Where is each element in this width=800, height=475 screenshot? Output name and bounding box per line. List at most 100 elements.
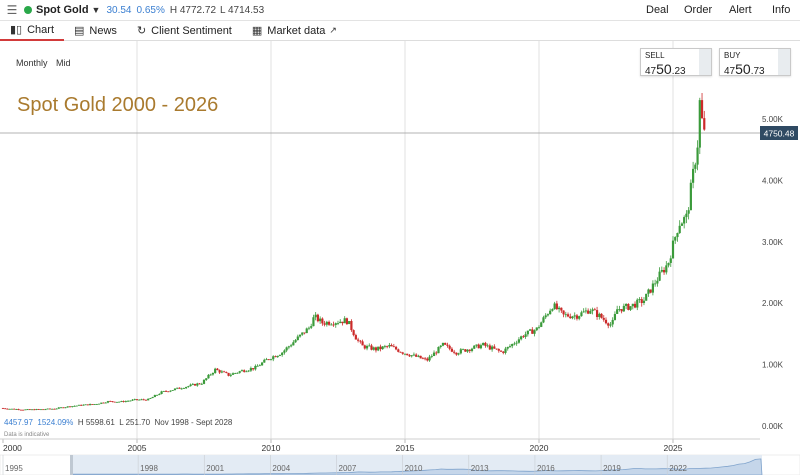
candle-body bbox=[537, 326, 541, 328]
candle-body bbox=[397, 349, 400, 352]
candle-body bbox=[113, 401, 116, 403]
navigator-selection[interactable] bbox=[72, 455, 762, 475]
tab-news[interactable]: ▤ News bbox=[64, 21, 127, 41]
buy-quote[interactable]: BUY 4750.73 bbox=[719, 48, 791, 77]
candlestick-icon: ▮▯ bbox=[10, 24, 23, 36]
navigator-tick-label: 2013 bbox=[471, 464, 489, 473]
candle-body bbox=[363, 345, 366, 349]
candle-body bbox=[591, 309, 594, 312]
x-gridlines bbox=[136, 41, 674, 439]
candle-body bbox=[272, 356, 275, 360]
candle-body bbox=[269, 359, 273, 361]
candle-body bbox=[53, 408, 56, 410]
candle-body bbox=[44, 409, 47, 411]
candle-body bbox=[162, 391, 165, 392]
candle-body bbox=[587, 310, 590, 314]
interval-selector[interactable]: Monthly bbox=[16, 58, 48, 68]
candle-body bbox=[216, 368, 219, 371]
candle-body bbox=[441, 342, 445, 346]
candle-body bbox=[135, 399, 139, 400]
candle-body bbox=[62, 407, 65, 409]
candle-body bbox=[225, 372, 228, 373]
nav-info[interactable]: Info bbox=[772, 4, 791, 16]
hamburger-icon[interactable]: ☰ bbox=[6, 3, 18, 17]
candle-body bbox=[602, 317, 605, 320]
candle-body bbox=[91, 404, 94, 405]
day-low: L 4714.53 bbox=[220, 4, 265, 16]
chevron-down-icon[interactable]: ▼ bbox=[91, 5, 101, 15]
candle-body bbox=[93, 404, 96, 406]
candle-body bbox=[173, 388, 177, 391]
tab-chart[interactable]: ▮▯ Chart bbox=[0, 21, 65, 41]
candle-body bbox=[403, 353, 407, 355]
candle-body bbox=[82, 404, 85, 406]
candle-body bbox=[669, 258, 672, 263]
nav-order[interactable]: Order bbox=[684, 4, 713, 16]
candle-body bbox=[394, 346, 398, 350]
candle-body bbox=[59, 407, 63, 409]
candle-body bbox=[236, 372, 239, 374]
candle-body bbox=[517, 339, 520, 343]
candle-body bbox=[334, 323, 337, 325]
candle-body bbox=[365, 345, 369, 349]
candle-body bbox=[598, 313, 601, 317]
candle-body bbox=[33, 409, 36, 411]
candle-body bbox=[651, 283, 654, 293]
candle-body bbox=[544, 315, 547, 318]
candle-body bbox=[636, 299, 639, 308]
tab-market-data[interactable]: ▦ Market data ↗ bbox=[242, 21, 347, 41]
navigator-tick-label: 1998 bbox=[140, 464, 158, 473]
candle-body bbox=[260, 362, 264, 366]
candle-body bbox=[696, 147, 699, 165]
price-change: 30.54 bbox=[106, 4, 132, 16]
candle-body bbox=[419, 355, 422, 359]
candle-body bbox=[613, 313, 617, 320]
candle-body bbox=[446, 344, 449, 346]
candle-body bbox=[611, 319, 614, 325]
instrument-name[interactable]: Spot Gold bbox=[36, 4, 89, 16]
candle-body bbox=[243, 370, 246, 372]
navigator-handle-left[interactable] bbox=[70, 455, 73, 475]
navigator[interactable]: 1995 1998 2001 2004 2007 2010 2013 2016 2019 2022 bbox=[0, 454, 800, 475]
tab-label: Client Sentiment bbox=[151, 24, 232, 37]
candle-body bbox=[520, 336, 523, 340]
chart-title: Spot Gold 2000 - 2026 bbox=[17, 94, 219, 116]
candle-body bbox=[680, 223, 684, 226]
candle-body bbox=[448, 345, 451, 349]
candle-body bbox=[218, 370, 221, 373]
candle-body bbox=[296, 336, 299, 341]
sell-quote[interactable]: SELL 4750.23 bbox=[640, 48, 712, 77]
candle-body bbox=[622, 305, 625, 312]
candle-body bbox=[196, 383, 199, 386]
candle-body bbox=[278, 355, 282, 356]
candle-body bbox=[310, 326, 313, 328]
candle-body bbox=[645, 293, 648, 301]
candle-body bbox=[640, 299, 643, 304]
candle-body bbox=[368, 345, 371, 347]
candle-body bbox=[589, 311, 592, 314]
candle-body bbox=[348, 321, 351, 325]
tab-bar: ▮▯ Chart ▤ News ↻ Client Sentiment ▦ Mar… bbox=[0, 21, 800, 41]
buy-label: BUY bbox=[724, 51, 741, 60]
y-tick-label: 1.00K bbox=[762, 361, 784, 370]
candle-body bbox=[703, 118, 706, 130]
y-axis: 0.00K 1.00K 2.00K 3.00K 4.00K 5.00K bbox=[762, 115, 784, 431]
candle-body bbox=[444, 342, 447, 345]
candle-body bbox=[506, 346, 509, 349]
candle-body bbox=[388, 344, 391, 347]
price-type-selector[interactable]: Mid bbox=[56, 58, 71, 68]
sell-price: 4750.23 bbox=[645, 61, 686, 77]
candle-body bbox=[354, 335, 357, 340]
candle-body bbox=[4, 408, 7, 410]
tab-client-sentiment[interactable]: ↻ Client Sentiment bbox=[127, 21, 242, 41]
buy-side-bar bbox=[778, 49, 790, 75]
candle-body bbox=[332, 324, 335, 326]
candle-body bbox=[156, 394, 159, 396]
nav-deal[interactable]: Deal bbox=[646, 4, 669, 16]
candle-body bbox=[511, 344, 514, 347]
candle-body bbox=[493, 346, 496, 349]
candle-body bbox=[377, 346, 380, 351]
x-tick-label: 2010 bbox=[262, 443, 281, 453]
nav-alert[interactable]: Alert bbox=[729, 4, 752, 16]
